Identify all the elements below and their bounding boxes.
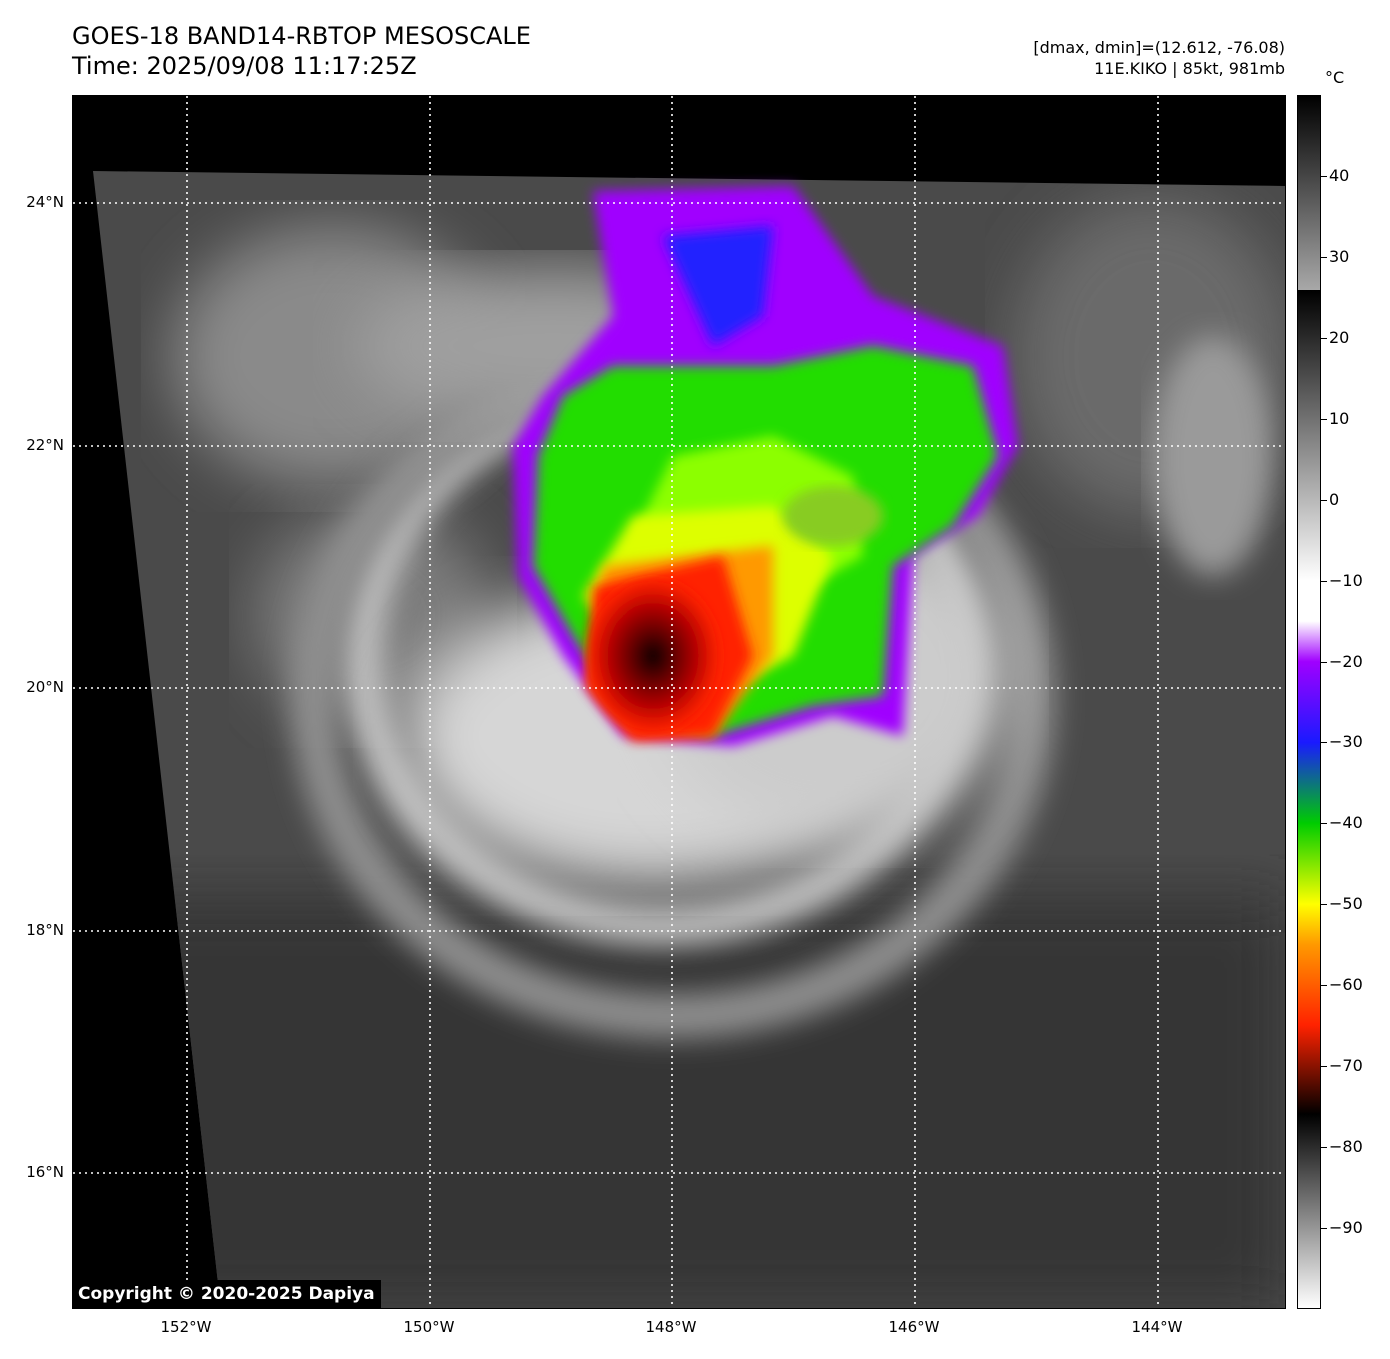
colorbar-tick bbox=[1321, 661, 1327, 663]
colorbar-unit: °C bbox=[1325, 68, 1345, 87]
lat-label-16n: 16°N bbox=[26, 1163, 64, 1181]
colorbar-tick-label: 20 bbox=[1329, 327, 1350, 347]
colorbar-tick-label: 40 bbox=[1329, 165, 1350, 185]
figure-title: GOES-18 BAND14-RBTOP MESOSCALE bbox=[72, 22, 531, 50]
colorbar-tick-label: −70 bbox=[1329, 1056, 1363, 1076]
colorbar-tick-label: −60 bbox=[1329, 975, 1363, 995]
lon-label-146w: 146°W bbox=[888, 1318, 940, 1336]
lon-label-144w: 144°W bbox=[1131, 1318, 1183, 1336]
gridlines bbox=[73, 96, 1285, 1308]
colorbar-tick-label: −30 bbox=[1329, 732, 1363, 752]
colorbar-tick bbox=[1321, 985, 1327, 987]
colorbar-tick bbox=[1321, 823, 1327, 825]
copyright-notice: Copyright © 2020-2025 Dapiya bbox=[72, 1280, 381, 1308]
storm-info: 11E.KIKO | 85kt, 981mb bbox=[1094, 59, 1285, 78]
convective-core bbox=[513, 186, 1018, 746]
data-range-info: [dmax, dmin]=(12.612, -76.08) bbox=[1033, 38, 1285, 57]
colorbar-tick-label: 30 bbox=[1329, 246, 1350, 266]
colorbar-tick-label: 0 bbox=[1329, 489, 1340, 509]
colorbar-tick bbox=[1321, 337, 1327, 339]
colorbar-tick bbox=[1321, 175, 1327, 177]
lat-label-22n: 22°N bbox=[26, 436, 64, 454]
lon-label-152w: 152°W bbox=[160, 1318, 212, 1336]
colorbar-tick bbox=[1321, 580, 1327, 582]
colorbar-tick-label: −50 bbox=[1329, 894, 1363, 914]
colorbar-tick-label: −10 bbox=[1329, 570, 1363, 590]
colorbar-tick bbox=[1321, 1228, 1327, 1230]
colorbar-tick bbox=[1321, 1147, 1327, 1149]
lat-label-20n: 20°N bbox=[26, 678, 64, 696]
lat-label-24n: 24°N bbox=[26, 193, 64, 211]
colorbar-tick bbox=[1321, 1066, 1327, 1068]
colorbar-tick-label: −40 bbox=[1329, 813, 1363, 833]
colorbar-tick bbox=[1321, 499, 1327, 501]
satellite-image bbox=[73, 96, 1285, 1308]
colorbar bbox=[1297, 95, 1321, 1309]
lon-label-150w: 150°W bbox=[403, 1318, 455, 1336]
colorbar-tick-label: −90 bbox=[1329, 1218, 1363, 1238]
lon-label-148w: 148°W bbox=[645, 1318, 697, 1336]
colorbar-tick bbox=[1321, 904, 1327, 906]
colorbar-tick bbox=[1321, 256, 1327, 258]
colorbar-tick bbox=[1321, 418, 1327, 420]
colorbar-tick-label: −20 bbox=[1329, 651, 1363, 671]
figure-time: Time: 2025/09/08 11:17:25Z bbox=[72, 52, 417, 80]
colorbar-tick-label: −80 bbox=[1329, 1137, 1363, 1157]
lat-label-18n: 18°N bbox=[26, 921, 64, 939]
satellite-map bbox=[72, 95, 1286, 1309]
colorbar-tick bbox=[1321, 742, 1327, 744]
colorbar-tick-label: 10 bbox=[1329, 408, 1350, 428]
